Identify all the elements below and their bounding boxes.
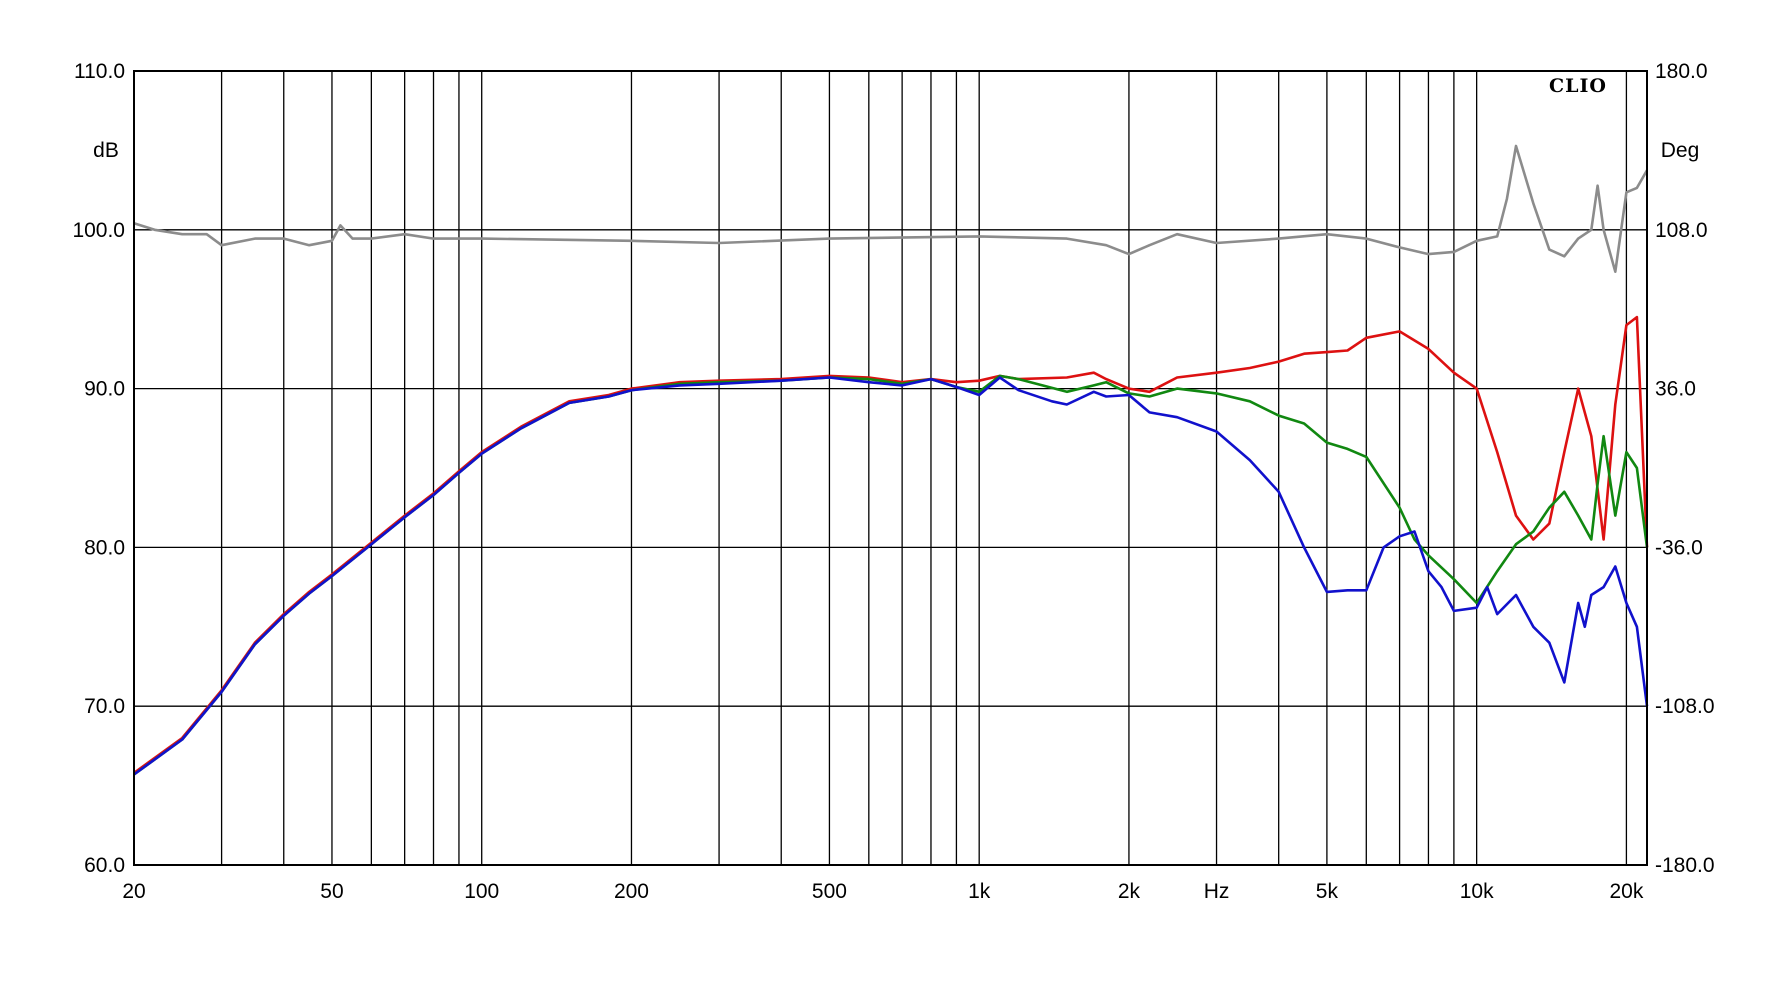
y2-tick-label: -108.0 (1655, 695, 1715, 718)
x-tick-label: 100 (464, 880, 499, 903)
y2-tick-label: 36.0 (1655, 378, 1696, 401)
x-tick-label: 5k (1316, 880, 1339, 903)
y2-tick-label: -36.0 (1655, 536, 1703, 559)
series-line-4 (133, 376, 1649, 776)
x-tick-label: 500 (812, 880, 847, 903)
x-tick-label: 20 (122, 880, 145, 903)
y2-tick-label: -180.0 (1655, 854, 1715, 877)
x-axis-label: Hz (1204, 880, 1230, 903)
y-tick-label: 60.0 (84, 854, 125, 877)
y-tick-label: 90.0 (84, 378, 125, 401)
series-line-1 (133, 144, 1649, 273)
y2-tick-label: 108.0 (1655, 219, 1708, 242)
y-tick-label: 80.0 (84, 536, 125, 559)
plot-frame (133, 70, 1648, 866)
y2-axis-label: Deg (1661, 139, 1700, 162)
y-tick-label: 110.0 (74, 60, 125, 83)
y-axis-label: dB (93, 139, 119, 162)
y2-tick-label: 180.0 (1655, 60, 1708, 83)
x-tick-label: 50 (320, 880, 343, 903)
x-tick-label: 2k (1118, 880, 1141, 903)
x-tick-label: 1k (968, 880, 991, 903)
grid (134, 71, 1647, 865)
x-tick-label: 200 (614, 880, 649, 903)
plot-curves (133, 144, 1649, 776)
y-tick-label: 70.0 (84, 695, 125, 718)
y-tick-label: 100.0 (72, 219, 125, 242)
x-tick-label: 10k (1460, 880, 1494, 903)
clio-brand-label: CLIO (1549, 75, 1607, 97)
axis-labels: 20 50 100 200 500 1k 2k 5k 10k 20k 60.0 70.0 80.0 90.… (72, 60, 1714, 903)
x-tick-label: 20k (1609, 880, 1643, 903)
